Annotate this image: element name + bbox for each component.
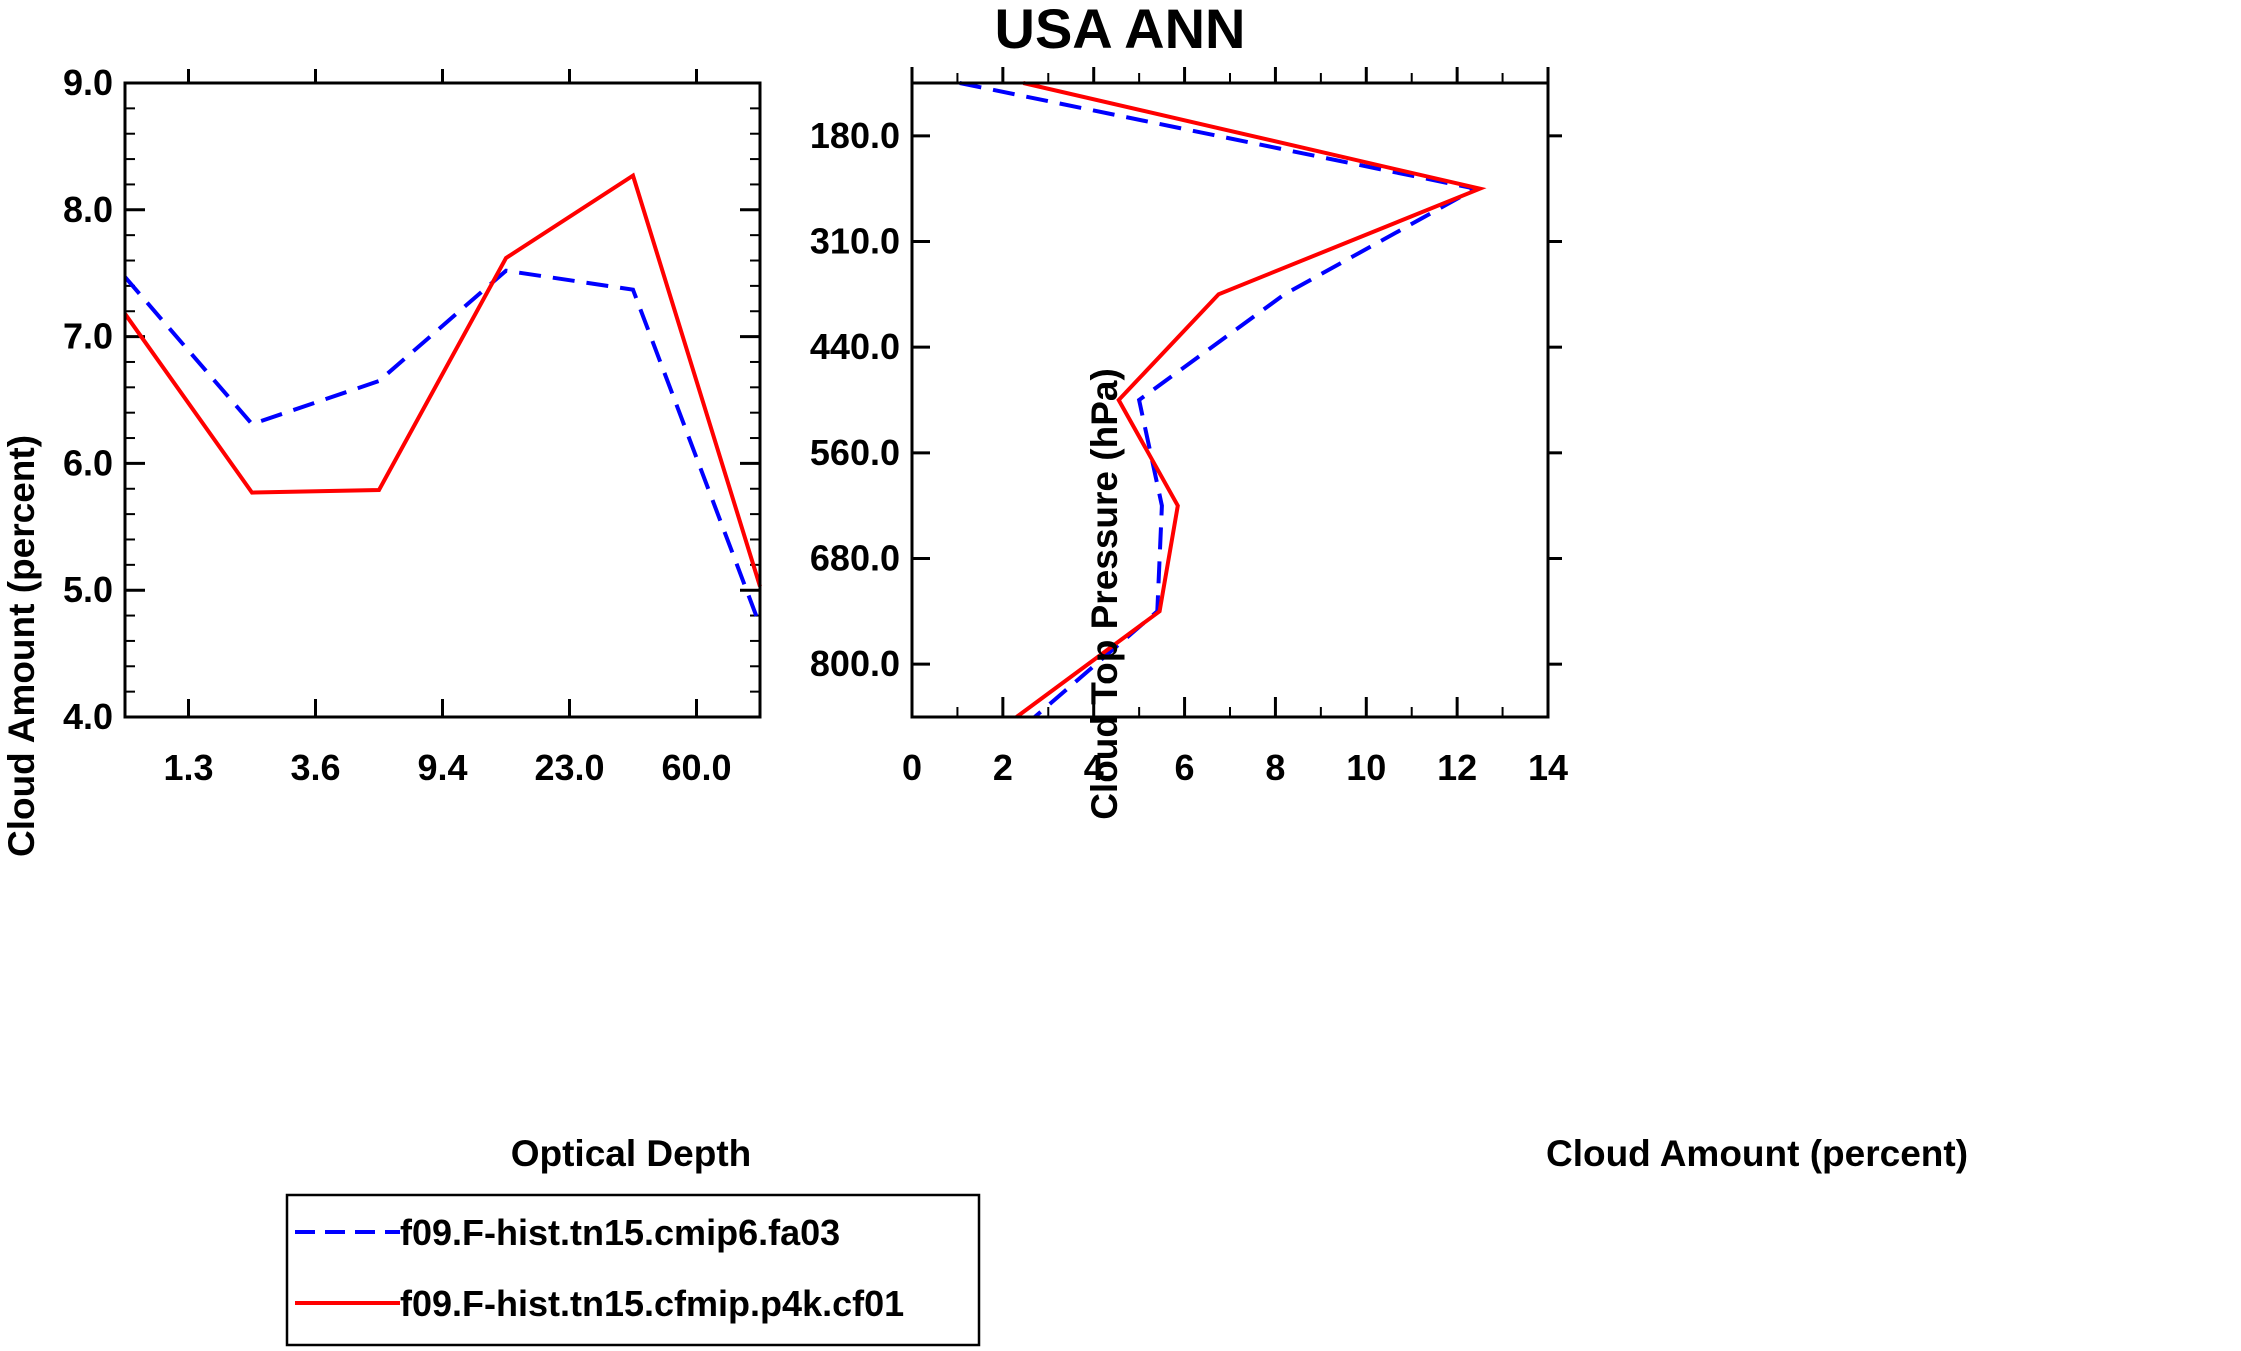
- right-y-tick-label: 180.0: [810, 115, 900, 156]
- right-series-p4k-line: [1015, 81, 1487, 719]
- right-x-tick-label: 10: [1346, 747, 1386, 788]
- legend-label-p4k: f09.F-hist.tn15.cfmip.p4k.cf01: [400, 1283, 904, 1324]
- right-y-tick-labels: 180.0 310.0 440.0 560.0 680.0 800.0: [810, 115, 900, 684]
- left-series-p4k-line: [123, 172, 762, 587]
- right-x-tick-label: 12: [1437, 747, 1477, 788]
- right-x-tick-label: 6: [1175, 747, 1195, 788]
- left-y-tick-label: 9.0: [63, 62, 113, 103]
- right-y-tick-label: 440.0: [810, 326, 900, 367]
- left-plot-frame: [123, 81, 762, 719]
- right-y-tick-label: 310.0: [810, 221, 900, 262]
- left-series-lines: [123, 172, 762, 627]
- left-x-tick-label: 9.4: [417, 747, 467, 788]
- left-y-tick-label: 5.0: [63, 569, 113, 610]
- left-y-axis-label: Cloud Amount (percent): [1, 435, 42, 857]
- left-x-tick-label: 3.6: [290, 747, 340, 788]
- left-y-tick-label: 8.0: [63, 189, 113, 230]
- right-y-tick-label: 800.0: [810, 643, 900, 684]
- right-y-axis-label: Cloud Top Pressure (hPa): [1084, 368, 1125, 820]
- right-series-lines: [959, 81, 1487, 719]
- right-x-tick-labels: 0 2 4 6 8 10 12 14: [902, 747, 1568, 788]
- legend-box: [285, 1193, 981, 1347]
- legend: f09.F-hist.tn15.cmip6.fa03 f09.F-hist.tn…: [285, 1193, 981, 1347]
- left-y-tick-labels: 4.0 5.0 6.0 7.0 8.0 9.0: [63, 62, 113, 737]
- figure-title: USA ANN: [995, 0, 1246, 60]
- right-x-axis-label: Cloud Amount (percent): [1546, 1133, 1968, 1174]
- left-x-tick-label: 23.0: [534, 747, 604, 788]
- left-y-tick-label: 4.0: [63, 696, 113, 737]
- right-plot-frame: [910, 81, 1550, 719]
- left-x-tick-label: 60.0: [661, 747, 731, 788]
- right-y-tick-label: 560.0: [810, 432, 900, 473]
- cloud-top-pressure-panel: 180.0 310.0 440.0 560.0 680.0 800.0 0 2 4 6 8 10 12…: [810, 67, 1968, 1174]
- left-y-tick-label: 6.0: [63, 442, 113, 483]
- right-y-tick-label: 680.0: [810, 538, 900, 579]
- left-x-tick-label: 1.3: [163, 747, 213, 788]
- left-y-tick-label: 7.0: [63, 316, 113, 357]
- right-x-tick-label: 4: [1084, 747, 1104, 788]
- right-x-tick-label: 2: [993, 747, 1013, 788]
- right-x-tick-label: 8: [1265, 747, 1285, 788]
- right-x-tick-label: 14: [1528, 747, 1568, 788]
- optical-depth-panel: 4.0 5.0 6.0 7.0 8.0 9.0 1.3 3.6 9.4 23.0 60.0 Opt…: [1, 62, 762, 1174]
- right-x-tick-label: 0: [902, 747, 922, 788]
- left-x-tick-labels: 1.3 3.6 9.4 23.0 60.0: [163, 747, 731, 788]
- legend-label-cmip6: f09.F-hist.tn15.cmip6.fa03: [400, 1212, 840, 1253]
- left-x-axis-label: Optical Depth: [511, 1133, 752, 1174]
- left-series-cmip6-line: [123, 268, 762, 627]
